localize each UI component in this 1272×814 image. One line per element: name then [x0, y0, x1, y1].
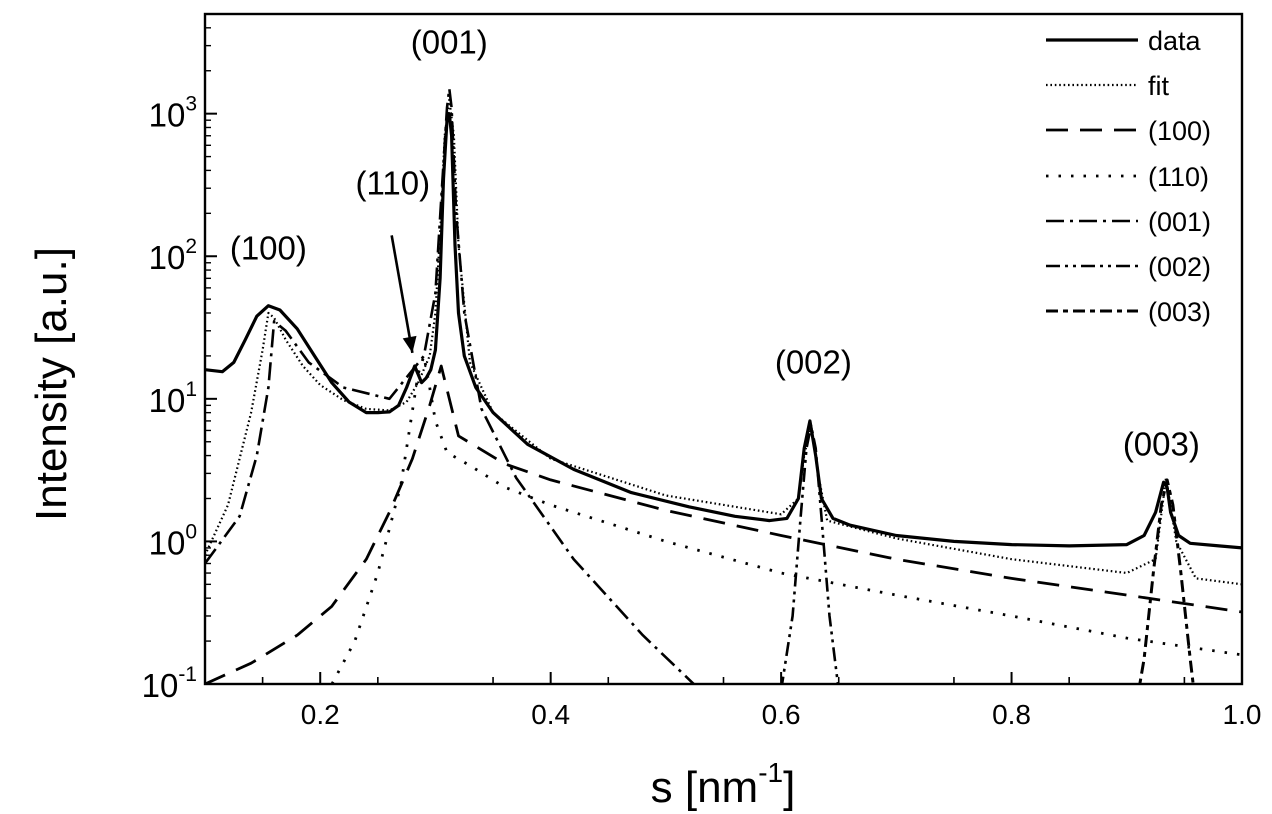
- x-tick-label: 0.6: [762, 699, 801, 730]
- y-tick-base: 10: [149, 382, 186, 419]
- series-line-2: [205, 364, 1242, 684]
- series-line-0: [205, 112, 1242, 550]
- legend-label: (110): [1148, 162, 1209, 192]
- y-tick-label: 101: [149, 378, 197, 419]
- legend-label: (100): [1148, 116, 1211, 146]
- series-line-4: [205, 87, 696, 684]
- x-axis-label-superscript: -1: [758, 757, 783, 788]
- y-tick-label: 100: [149, 520, 197, 561]
- y-axis-label: Intensity [a.u.]: [27, 247, 76, 521]
- y-tick-exponent: 2: [185, 235, 197, 258]
- x-axis-label: s [nm-1]: [651, 757, 796, 812]
- y-tick-exponent: 0: [185, 520, 197, 543]
- x-axis-label-close: ]: [783, 763, 795, 812]
- arrow-shaft: [390, 235, 414, 354]
- peak-label: (100): [230, 229, 307, 266]
- legend-label: data: [1148, 26, 1202, 56]
- peak-annotations: (100) (110) (001) (002) (003): [230, 23, 1200, 462]
- peak-label: (001): [411, 23, 488, 60]
- peak-label: (110): [356, 165, 431, 202]
- y-tick-label: 102: [149, 235, 197, 276]
- y-tick-base: 10: [149, 97, 186, 134]
- series-line-3: [330, 354, 1242, 684]
- y-tick-base: 10: [149, 524, 186, 561]
- legend-label: (002): [1148, 252, 1211, 282]
- x-tick-label: 1.0: [1223, 699, 1262, 730]
- x-tick-label: 0.8: [992, 699, 1031, 730]
- legend: data fit (100) (110) (001) (002) (003): [1046, 26, 1211, 327]
- y-tick-exponent: -1: [178, 663, 197, 686]
- y-tick-exponent: 1: [185, 378, 197, 401]
- peak-label: (002): [775, 344, 852, 381]
- plot-frame: [203, 12, 1244, 686]
- y-tick-label: 10-1: [142, 663, 197, 704]
- arrow-head: [402, 335, 417, 353]
- series-line-5: [780, 424, 840, 684]
- series-line-6: [1138, 478, 1195, 684]
- x-tick-label: 0.4: [531, 699, 570, 730]
- y-tick-label: 103: [149, 93, 197, 134]
- y-tick-base: 10: [142, 667, 179, 704]
- y-tick-exponent: 3: [185, 93, 197, 116]
- peak-label: (003): [1123, 426, 1200, 463]
- x-axis-label-main: s [nm: [651, 763, 759, 812]
- x-tick-label: 0.2: [301, 699, 340, 730]
- legend-label: (003): [1148, 297, 1211, 327]
- legend-label: (001): [1148, 207, 1211, 237]
- legend-label: fit: [1148, 71, 1170, 101]
- series-layer: [205, 87, 1242, 684]
- y-tick-base: 10: [149, 239, 186, 276]
